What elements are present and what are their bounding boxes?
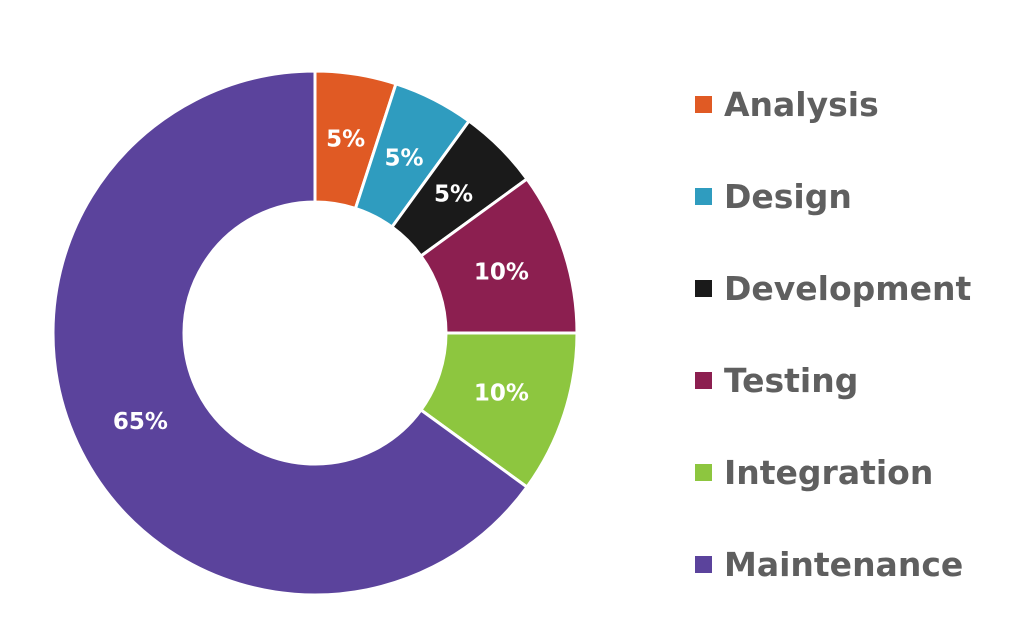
legend-item-testing: Testing (695, 334, 971, 426)
legend-label: Testing (724, 360, 859, 400)
legend-item-development: Development (695, 242, 971, 334)
slice-label-development: 5% (434, 181, 473, 207)
legend-swatch (695, 371, 712, 389)
legend-item-maintenance: Maintenance (695, 518, 971, 610)
legend-label: Integration (724, 452, 934, 492)
legend-label: Analysis (724, 84, 879, 124)
legend-item-design: Design (695, 150, 971, 242)
slice-label-testing: 10% (474, 259, 529, 285)
slice-label-integration: 10% (474, 381, 529, 407)
legend-label: Design (724, 176, 852, 216)
legend-swatch (695, 463, 712, 481)
legend-swatch (695, 187, 712, 205)
slice-label-design: 5% (384, 145, 423, 171)
slice-label-maintenance: 65% (113, 409, 168, 435)
legend-item-integration: Integration (695, 426, 971, 518)
slice-labels: 5% 5% 5% 10% 10% 65% (113, 126, 529, 435)
chart-legend: Analysis Design Development Testing Integrat… (695, 58, 971, 610)
donut-slices (51, 69, 579, 597)
slice-maintenance (51, 69, 530, 597)
slice-label-analysis: 5% (326, 126, 365, 152)
legend-swatch (695, 555, 712, 573)
legend-swatch (695, 279, 712, 297)
legend-swatch (695, 95, 712, 113)
legend-label: Development (724, 268, 972, 308)
legend-item-analysis: Analysis (695, 58, 971, 150)
legend-label: Maintenance (724, 544, 964, 584)
